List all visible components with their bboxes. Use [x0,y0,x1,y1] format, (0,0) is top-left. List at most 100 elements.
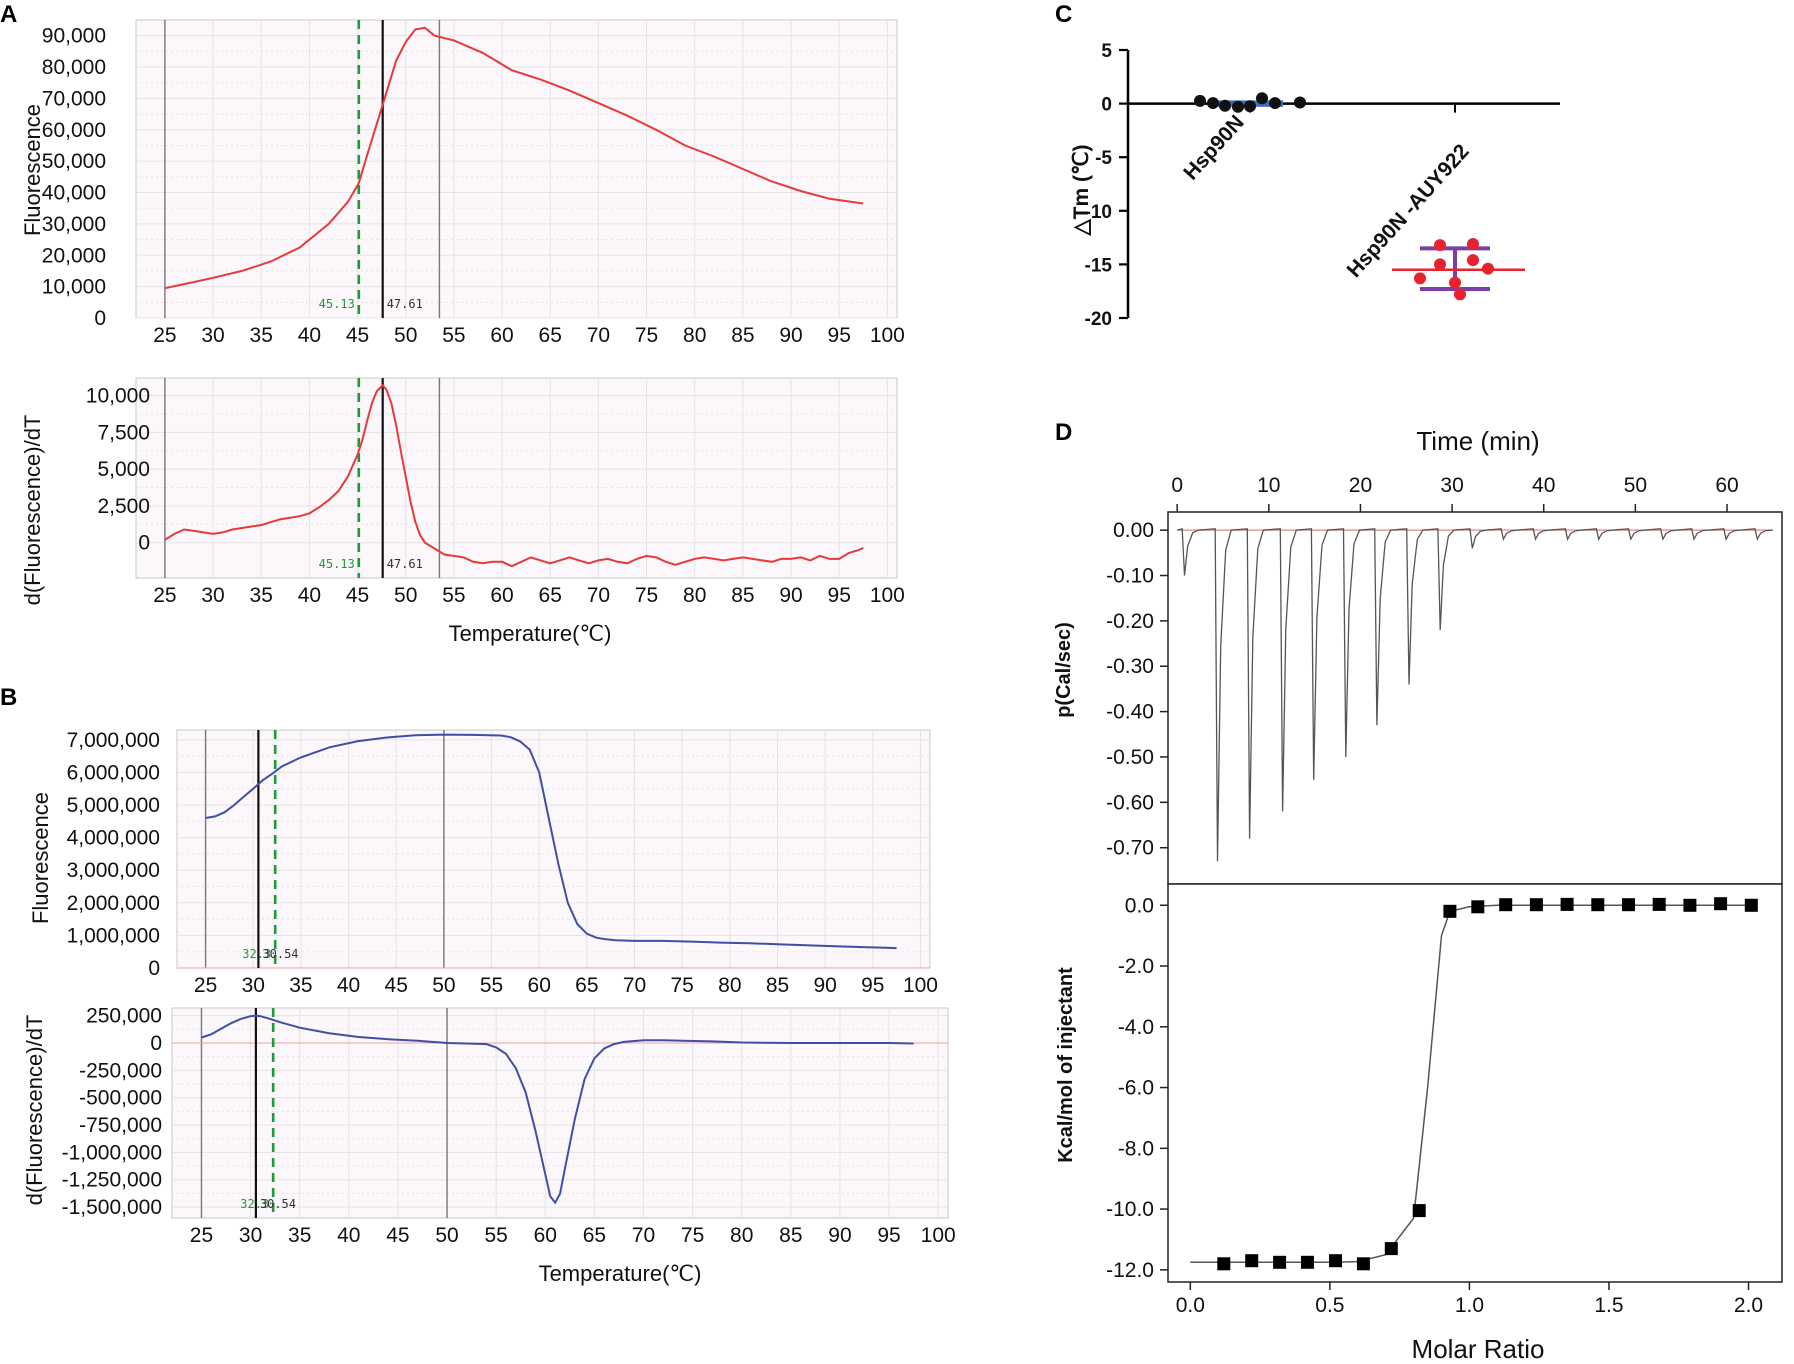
A_bottom-xtick-label: 80 [683,584,706,607]
A_bottom-xtick-label: 50 [394,584,417,607]
B_top-tm-black-label: 30.54 [262,947,298,961]
B_bottom-xtick-label: 40 [337,1224,360,1247]
A_bottom-ytick-label: 5,000 [97,458,150,481]
d-top-ytick-label: -0.20 [1106,610,1154,633]
panel-label-a: A [0,1,17,28]
d-top-xtick-label: 20 [1349,474,1372,497]
d-bottom-ytick-label: -10.0 [1106,1198,1154,1221]
B_top-ytick-label: 1,000,000 [67,924,160,947]
d-bottom-ytick-label: -2.0 [1118,955,1154,978]
a-xlabel: Temperature(℃) [449,621,612,646]
B_bottom-xtick-label: 55 [484,1224,507,1247]
c-ytick-label: -5 [1095,148,1112,169]
d-bottom-data-point [1744,898,1758,912]
A_bottom-tm-green-label: 45.13 [319,557,355,571]
c-ylabel: △Tm (℃) [1070,144,1093,236]
c-hsp90n-point [1207,97,1219,110]
B_bottom-xtick-label: 60 [534,1224,557,1247]
A_top-xtick-label: 90 [779,324,802,347]
A_top-xtick-label: 70 [587,324,610,347]
c-hsp90n-point [1244,100,1256,113]
B_top-xtick-label: 70 [623,974,646,997]
d-top-xtick-label: 0 [1171,474,1183,497]
d-bottom-frame [1167,883,1783,1283]
A_top-xtick-label: 100 [870,324,905,347]
c-ytick-label: -20 [1085,309,1112,330]
A_top-xtick-label: 40 [298,324,321,347]
d-top-thermogram [1177,527,1773,862]
d-bottom-data-point [1329,1254,1342,1268]
B_bottom-series-line [201,1014,914,1205]
panel-label-d: D [1055,419,1072,446]
panel-label-b: B [0,684,17,711]
d-bottom-xtick-label: 1.0 [1455,1294,1484,1317]
d-bottom-xtick-label: 0.0 [1176,1294,1205,1317]
B_bottom-ytick-label: 250,000 [86,1005,162,1028]
B_bottom-ytick-label: -1,250,000 [62,1169,162,1192]
B_top-ytick-label: 3,000,000 [67,859,160,882]
d-bottom-ytick-label: -12.0 [1106,1259,1154,1282]
d-bottom-data-point [1683,898,1697,912]
a-top-ylabel: Fluorescence [20,104,45,236]
B_top-xtick-label: 55 [480,974,503,997]
c-auy922-point [1467,254,1479,267]
B_bottom-ytick-label: -1,500,000 [62,1196,162,1219]
c-hsp90n-point [1294,96,1306,109]
d-bottom-data-point [1499,898,1513,912]
d-bottom-ytick-label: 0.0 [1125,894,1154,917]
c-hsp90n-point [1256,92,1268,105]
A_bottom-xtick-label: 75 [635,584,658,607]
A_bottom-xtick-label: 45 [346,584,369,607]
A_bottom-xtick-label: 95 [828,584,851,607]
B_top-xtick-label: 65 [575,974,598,997]
d-top-ytick-label: -0.50 [1106,746,1154,769]
B_bottom-xtick-label: 85 [779,1224,802,1247]
A_top-xtick-label: 50 [394,324,417,347]
A_top-ytick-label: 10,000 [42,276,106,299]
c-category-label: Hsp90N [1179,111,1248,185]
B_top-xtick-label: 90 [813,974,836,997]
A_bottom-xtick-label: 90 [779,584,802,607]
B_top-xtick-label: 25 [194,974,217,997]
d-top-xtick-label: 50 [1624,474,1647,497]
c-hsp90n-point [1194,94,1206,107]
d-bottom-ytick-label: -6.0 [1118,1077,1154,1100]
B_top-xtick-label: 30 [242,974,265,997]
B_bottom-ytick-label: -1,000,000 [62,1141,162,1164]
c-auy922-point [1454,288,1466,301]
A_top-xtick-label: 65 [539,324,562,347]
A_bottom-xtick-label: 55 [442,584,465,607]
A_bottom-xtick-label: 60 [490,584,513,607]
A_bottom-xtick-label: 85 [731,584,754,607]
A_bottom-xtick-label: 30 [201,584,224,607]
B_bottom-xtick-label: 25 [190,1224,213,1247]
c-auy922-point [1449,276,1461,289]
B_top-series-line [205,733,897,950]
B_top-xtick-label: 95 [861,974,884,997]
d-bottom-data-point [1245,1254,1259,1268]
d-top-xtick-label: 60 [1715,474,1738,497]
A_top-plot-area [135,19,898,319]
A_bottom-xtick-label: 100 [870,584,905,607]
c-auy922-point [1434,258,1446,271]
d-top-frame [1167,511,1783,885]
A_top-ytick-label: 90,000 [42,25,106,48]
A_top-xtick-label: 85 [731,324,754,347]
d-top-xtick-label: 10 [1257,474,1280,497]
A_top-series-line [164,26,864,290]
d-bottom-xtick-label: 1.5 [1594,1294,1623,1317]
A_top-xtick-label: 30 [201,324,224,347]
b-xlabel: Temperature(℃) [539,1261,702,1286]
A_top-xtick-label: 25 [153,324,176,347]
B_bottom-ytick-label: -250,000 [79,1059,162,1082]
A_top-ytick-label: 0 [94,307,106,330]
d-top-ytick-label: -0.60 [1106,791,1154,814]
d-bottom-data-point [1443,904,1457,918]
B_top-ytick-label: 4,000,000 [67,827,160,850]
A_bottom-xtick-label: 35 [250,584,273,607]
B_bottom-xtick-label: 45 [386,1224,409,1247]
d-bottom-data-point [1622,898,1635,912]
panel-label-c: C [1055,1,1072,28]
d-top-ytick-label: -0.70 [1106,837,1154,860]
